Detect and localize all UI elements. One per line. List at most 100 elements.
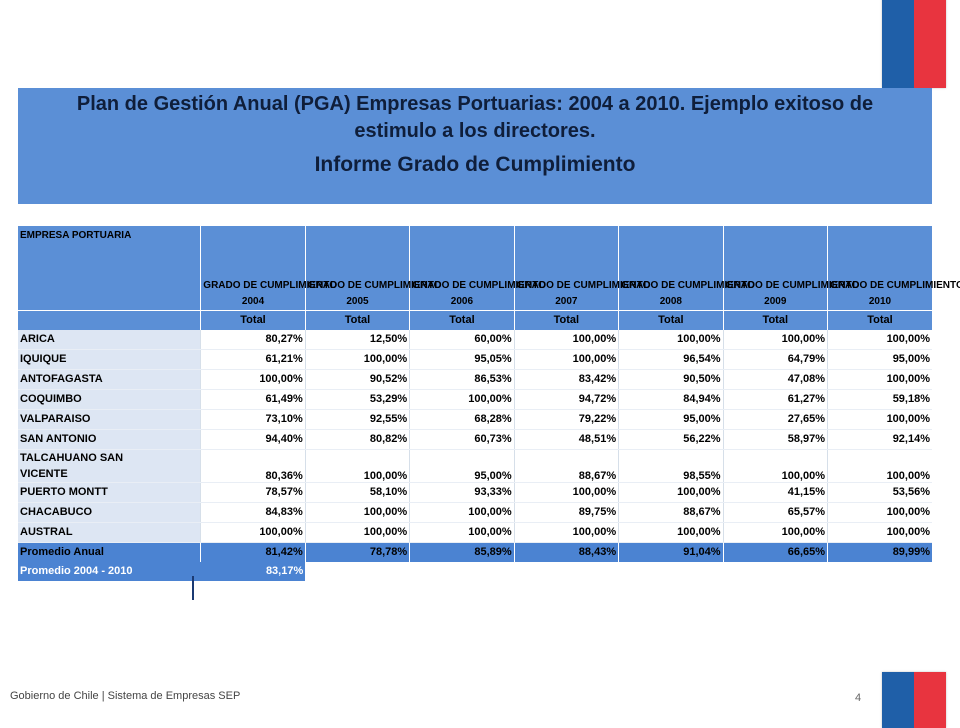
value-cell: 95,00% [618, 409, 724, 430]
total-label: Total [200, 309, 306, 330]
table-row: AUSTRAL 100,00% 100,00% 100,00% 100,00% 100,0… [18, 522, 932, 543]
promedio-total-value: 83,17% [200, 561, 306, 581]
company-name: CHACABUCO [18, 502, 201, 523]
value-cell: 79,22% [513, 409, 619, 430]
company-name: SAN ANTONIO [18, 429, 201, 450]
company-name: TALCAHUANO SAN VICENTE [18, 449, 201, 483]
value-cell: 90,50% [618, 369, 724, 390]
value-cell: 93,33% [409, 482, 515, 503]
empty-cell [723, 562, 827, 581]
title-banner: Plan de Gestión Anual (PGA) Empresas Por… [18, 88, 932, 204]
value-cell: 100,00% [827, 369, 932, 390]
empty-cell [828, 562, 932, 581]
value-cell: 88,67% [513, 449, 619, 483]
value-cell: 95,05% [409, 349, 515, 370]
promedio-total-row: Promedio 2004 - 2010 83,17% [18, 561, 932, 581]
flag-top-decoration [882, 0, 946, 88]
year-header-2005: GRADO DE CUMPLIMIENTO 2005 [304, 226, 441, 310]
value-cell: 100,00% [722, 522, 828, 543]
year-header-2008: GRADO DE CUMPLIMIENTO 2008 [618, 226, 755, 310]
value-cell: 58,97% [722, 429, 828, 450]
value-cell: 100,00% [618, 482, 724, 503]
value-cell: 100,00% [409, 502, 515, 523]
value-cell: 100,00% [827, 329, 932, 350]
promedio-anual-value: 66,65% [722, 542, 828, 562]
value-cell: 53,56% [827, 482, 932, 503]
divider-bar [192, 576, 194, 600]
total-label: Total [409, 309, 515, 330]
company-name: ANTOFAGASTA [18, 369, 201, 390]
value-cell: 94,72% [513, 389, 619, 410]
value-cell: 95,00% [827, 349, 932, 370]
value-cell: 61,27% [722, 389, 828, 410]
promedio-total-label: Promedio 2004 - 2010 [18, 561, 201, 581]
value-cell: 95,00% [409, 449, 515, 483]
value-cell: 68,28% [409, 409, 515, 430]
value-cell: 64,79% [722, 349, 828, 370]
table-row: CHACABUCO 84,83% 100,00% 100,00% 89,75% 88,67… [18, 502, 932, 523]
promedio-anual-value: 81,42% [200, 542, 306, 562]
value-cell: 84,94% [618, 389, 724, 410]
year-header-2006: GRADO DE CUMPLIMIENTO 2006 [409, 226, 546, 310]
value-cell: 94,40% [200, 429, 306, 450]
value-cell: 12,50% [304, 329, 410, 350]
flag-bottom-decoration [882, 672, 946, 728]
value-cell: 92,55% [304, 409, 410, 430]
value-cell: 56,22% [618, 429, 724, 450]
value-cell: 58,10% [304, 482, 410, 503]
value-cell: 100,00% [200, 369, 306, 390]
value-cell: 100,00% [304, 502, 410, 523]
value-cell: 80,36% [200, 449, 306, 483]
table-row: VALPARAISO 73,10% 92,55% 68,28% 79,22% 95,00%… [18, 409, 932, 430]
table-row: IQUIQUE 61,21% 100,00% 95,05% 100,00% 96,54% 6… [18, 349, 932, 370]
promedio-anual-value: 91,04% [618, 542, 724, 562]
total-label: Total [513, 309, 619, 330]
grado-label: GRADO DE CUMPLIMIENTO [412, 279, 546, 291]
year-header-2010: GRADO DE CUMPLIMIENTO 2010 [827, 226, 960, 310]
value-cell: 59,18% [827, 389, 932, 410]
value-cell: 100,00% [722, 329, 828, 350]
promedio-anual-label: Promedio Anual [18, 542, 201, 562]
company-name: COQUIMBO [18, 389, 201, 410]
table-row: SAN ANTONIO 94,40% 80,82% 60,73% 48,51% 56,22… [18, 429, 932, 450]
value-cell: 47,08% [722, 369, 828, 390]
total-label: Total [827, 309, 932, 330]
company-name: AUSTRAL [18, 522, 201, 543]
value-cell: 90,52% [304, 369, 410, 390]
grado-label: GRADO DE CUMPLIMIENTO [725, 279, 860, 291]
year-label: 2004 [241, 295, 265, 307]
company-name-line: TALCAHUANO SAN [20, 451, 124, 464]
table-row: PUERTO MONTT 78,57% 58,10% 93,33% 100,00% 100… [18, 482, 932, 503]
year-label: 2007 [555, 295, 578, 307]
value-cell: 100,00% [200, 522, 306, 543]
value-cell: 73,10% [200, 409, 306, 430]
promedio-anual-value: 89,99% [827, 542, 932, 562]
value-cell: 100,00% [618, 329, 724, 350]
page-number: 4 [855, 692, 862, 704]
year-label: 2008 [659, 295, 682, 307]
year-header-2004: GRADO DE CUMPLIMIENTO 2004 [200, 226, 338, 310]
promedio-anual-value: 85,89% [409, 542, 515, 562]
value-cell: 100,00% [827, 409, 932, 430]
table-row: ARICA 80,27% 12,50% 60,00% 100,00% 100,00% 100… [18, 329, 932, 350]
subheader-row: Total Total Total Total Total Total Total [18, 309, 932, 330]
grado-label: GRADO DE CUMPLIMIENTO [203, 279, 338, 291]
value-cell: 65,57% [722, 502, 828, 523]
value-cell: 61,21% [200, 349, 306, 370]
value-cell: 80,82% [304, 429, 410, 450]
value-cell: 88,67% [618, 502, 724, 523]
empty-cell [305, 562, 409, 581]
flag-blue-stripe [882, 0, 914, 88]
value-cell: 98,55% [618, 449, 724, 483]
value-cell: 84,83% [200, 502, 306, 523]
company-header: EMPRESA PORTUARIA [18, 226, 201, 310]
compliance-table: EMPRESA PORTUARIA GRADO DE CUMPLIMIENTO 2… [18, 226, 960, 581]
value-cell: 100,00% [513, 482, 619, 503]
page-title: Plan de Gestión Anual (PGA) Empresas Por… [76, 93, 874, 142]
flag-red-stripe [914, 0, 946, 88]
page-subtitle: Informe Grado de Cumplimiento [314, 153, 636, 176]
promedio-anual-row: Promedio Anual 81,42% 78,78% 85,89% 88,43% 91… [18, 542, 932, 562]
value-cell: 86,53% [409, 369, 515, 390]
grado-label: GRADO DE CUMPLIMIENTO [621, 279, 755, 291]
value-cell: 100,00% [618, 522, 724, 543]
